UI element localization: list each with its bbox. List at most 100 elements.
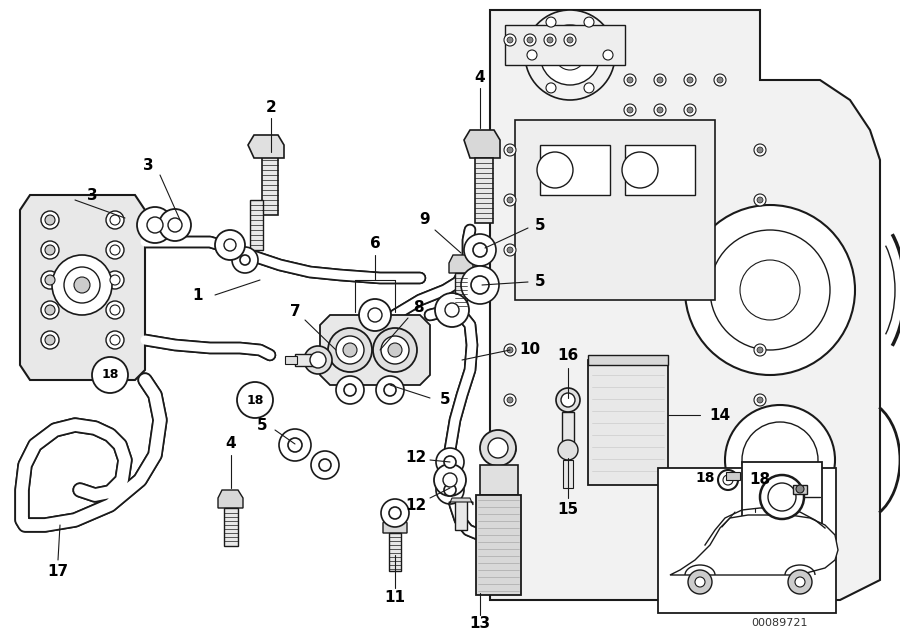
Circle shape: [110, 305, 120, 315]
Bar: [475, 158, 493, 223]
Circle shape: [555, 40, 585, 70]
Circle shape: [343, 343, 357, 357]
Circle shape: [754, 144, 766, 156]
Circle shape: [723, 475, 733, 485]
Circle shape: [444, 484, 456, 496]
Circle shape: [742, 422, 818, 498]
Circle shape: [507, 37, 513, 43]
Circle shape: [687, 107, 693, 113]
Text: 16: 16: [557, 347, 579, 363]
Text: 17: 17: [48, 565, 68, 579]
Circle shape: [561, 393, 575, 407]
Circle shape: [525, 10, 615, 100]
Text: 00089721: 00089721: [752, 618, 808, 628]
Circle shape: [540, 25, 600, 85]
Circle shape: [527, 37, 533, 43]
Circle shape: [304, 346, 332, 374]
Circle shape: [504, 144, 516, 156]
Bar: [250, 200, 263, 250]
Circle shape: [237, 382, 273, 418]
Circle shape: [757, 147, 763, 153]
Circle shape: [564, 34, 576, 46]
Circle shape: [504, 244, 516, 256]
Text: 6: 6: [370, 235, 381, 251]
Circle shape: [504, 444, 516, 456]
Circle shape: [584, 83, 594, 93]
Circle shape: [507, 397, 513, 403]
Circle shape: [504, 34, 516, 46]
Polygon shape: [383, 515, 407, 533]
Circle shape: [41, 301, 59, 319]
Text: 3: 3: [143, 158, 153, 172]
Circle shape: [757, 197, 763, 203]
Bar: [793, 485, 807, 494]
Bar: [389, 533, 401, 571]
Text: 18: 18: [102, 368, 119, 382]
Bar: [480, 465, 518, 495]
Circle shape: [740, 260, 800, 320]
Text: 18: 18: [750, 473, 770, 488]
Circle shape: [544, 34, 556, 46]
Circle shape: [92, 357, 128, 393]
Circle shape: [64, 267, 100, 303]
Circle shape: [507, 247, 513, 253]
Bar: [742, 462, 822, 532]
Circle shape: [232, 247, 258, 273]
Bar: [588, 355, 668, 365]
Circle shape: [45, 305, 55, 315]
Text: 4: 4: [226, 436, 237, 450]
Circle shape: [110, 215, 120, 225]
Polygon shape: [670, 515, 838, 575]
Circle shape: [488, 438, 508, 458]
Circle shape: [684, 104, 696, 116]
Circle shape: [147, 217, 163, 233]
Bar: [455, 273, 467, 311]
Circle shape: [524, 34, 536, 46]
Circle shape: [443, 473, 457, 487]
Polygon shape: [218, 490, 243, 508]
Circle shape: [654, 74, 666, 86]
Bar: [625, 145, 695, 195]
Circle shape: [685, 205, 855, 375]
Text: 8: 8: [413, 300, 423, 315]
Bar: [658, 468, 836, 613]
Circle shape: [688, 570, 712, 594]
Circle shape: [527, 50, 537, 60]
Circle shape: [110, 245, 120, 255]
Circle shape: [389, 507, 401, 519]
Polygon shape: [20, 195, 145, 380]
Text: 13: 13: [470, 616, 490, 632]
Circle shape: [376, 376, 404, 404]
Circle shape: [504, 194, 516, 206]
Circle shape: [45, 215, 55, 225]
Circle shape: [110, 275, 120, 285]
Circle shape: [435, 293, 469, 327]
Circle shape: [684, 74, 696, 86]
Circle shape: [788, 570, 812, 594]
Circle shape: [504, 394, 516, 406]
Circle shape: [624, 104, 636, 116]
Bar: [588, 360, 668, 485]
Circle shape: [627, 77, 633, 83]
Circle shape: [473, 243, 487, 257]
Circle shape: [368, 308, 382, 322]
Circle shape: [504, 344, 516, 356]
Circle shape: [106, 271, 124, 289]
Circle shape: [336, 376, 364, 404]
Circle shape: [760, 475, 804, 519]
Circle shape: [710, 230, 830, 350]
Text: 12: 12: [405, 450, 427, 466]
Circle shape: [464, 234, 496, 266]
Circle shape: [445, 303, 459, 317]
Circle shape: [41, 211, 59, 229]
Circle shape: [687, 77, 693, 83]
Circle shape: [74, 277, 90, 293]
Circle shape: [657, 77, 663, 83]
Circle shape: [695, 577, 705, 587]
Text: 18: 18: [695, 471, 715, 485]
Circle shape: [319, 459, 331, 471]
Circle shape: [657, 107, 663, 113]
Circle shape: [757, 397, 763, 403]
Circle shape: [725, 405, 835, 515]
Circle shape: [106, 331, 124, 349]
